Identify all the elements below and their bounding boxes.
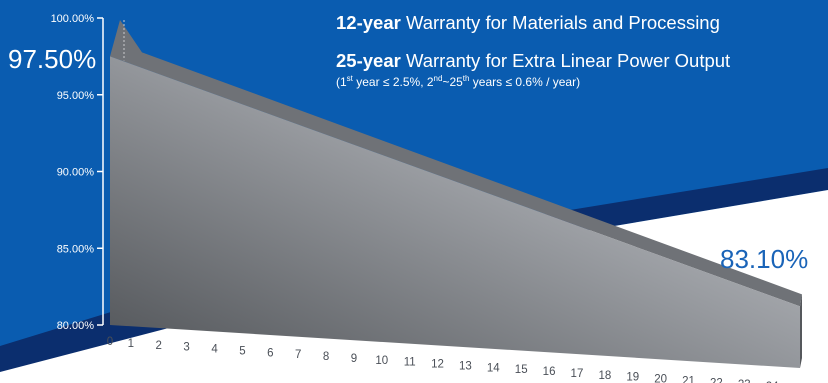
warranty-line-materials-text: Warranty for Materials and Processing (401, 12, 720, 33)
note-sup-st: st (347, 74, 354, 83)
warranty-line-power: 25-year Warranty for Extra Linear Power … (336, 50, 730, 71)
x-tick-label: 0 (107, 336, 113, 348)
warranty-degradation-note: (1st year ≤ 2.5%, 2nd~25th years ≤ 0.6% … (336, 74, 580, 89)
y-tick-label: 85.00% (57, 243, 95, 255)
x-tick-label: 19 (626, 372, 639, 383)
y-tick-label: 90.00% (57, 167, 95, 179)
note-mid1: year ≤ 2.5%, 2 (353, 75, 434, 89)
x-tick-label: 1 (128, 338, 134, 350)
slab-top-face (110, 20, 802, 307)
y-axis: 80.00% 85.00% 90.00% 95.00% 100.00% (51, 13, 104, 332)
x-tick-label: 5 (239, 345, 245, 357)
warranty-line-materials: 12-year Warranty for Materials and Proce… (336, 12, 720, 33)
x-tick-label: 4 (211, 344, 218, 356)
x-tick-label: 2 (156, 340, 162, 352)
warranty-line-power-term: 25-year (336, 50, 401, 71)
x-tick-label: 23 (738, 379, 751, 383)
y-tick-label: 100.00% (51, 13, 95, 25)
x-tick-label: 16 (543, 366, 556, 378)
slab-front-face (110, 56, 800, 368)
x-tick-label: 15 (515, 364, 528, 376)
background-band-dark (0, 168, 828, 383)
x-tick-label: 10 (375, 355, 388, 367)
note-open: (1 (336, 75, 347, 89)
start-value-callout: 97.50% (8, 44, 96, 74)
note-mid2: ~25 (442, 75, 463, 89)
note-sup-th: th (463, 74, 470, 83)
x-tick-label: 8 (323, 351, 329, 363)
x-tick-label: 22 (710, 377, 723, 383)
x-tick-label: 13 (459, 360, 472, 372)
x-tick-label: 11 (404, 357, 416, 369)
x-tick-label: 7 (295, 349, 301, 361)
x-tick-label: 20 (654, 374, 667, 383)
x-tick-label: 21 (682, 375, 695, 383)
x-tick-label: 24 (766, 381, 779, 383)
x-axis-labels: 0123456789101112131415161718192021222324… (107, 336, 779, 383)
end-value-callout: 83.10% (720, 244, 808, 274)
output-slab (110, 20, 802, 368)
y-tick-label: 80.00% (57, 320, 95, 332)
y-tick-label: 95.00% (57, 90, 95, 102)
warranty-text: 12-year Warranty for Materials and Proce… (336, 12, 730, 89)
note-close: years ≤ 0.6% / year) (469, 75, 580, 89)
x-tick-label: 6 (267, 347, 273, 359)
x-tick-label: 18 (598, 370, 611, 382)
x-tick-label: 9 (351, 353, 357, 365)
x-tick-label: 12 (431, 359, 444, 371)
x-tick-label: 14 (487, 362, 500, 374)
warranty-line-power-text: Warranty for Extra Linear Power Output (401, 50, 730, 71)
x-tick-label: 3 (183, 342, 189, 354)
warranty-line-materials-term: 12-year (336, 12, 401, 33)
x-tick-label: 17 (571, 368, 584, 380)
note-sup-nd: nd (434, 74, 443, 83)
slab-right-side (800, 294, 802, 368)
